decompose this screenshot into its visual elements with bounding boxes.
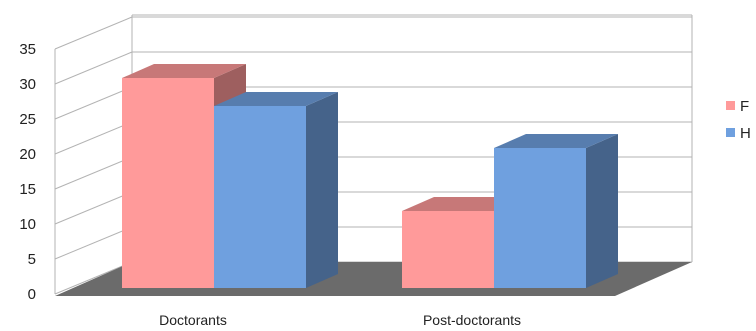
gridline-side xyxy=(54,121,133,155)
gridline-side xyxy=(54,51,133,85)
x-axis-categories: Doctorants Post-doctorants xyxy=(159,312,521,328)
bar-side xyxy=(306,92,338,288)
y-axis-ticks: 0 5 10 15 20 25 30 35 xyxy=(19,41,36,303)
bar-front xyxy=(214,106,306,288)
y-tick-label: 25 xyxy=(19,111,36,128)
y-tick-label: 20 xyxy=(19,146,36,163)
y-tick-label: 35 xyxy=(19,41,36,58)
bar-side xyxy=(586,134,618,288)
gridline-side xyxy=(54,226,133,260)
y-tick-label: 15 xyxy=(19,181,36,198)
gridline-side xyxy=(54,16,133,50)
gridline-side xyxy=(54,191,133,225)
bar-front xyxy=(122,78,214,288)
y-tick-label: 0 xyxy=(28,286,36,303)
bar-front xyxy=(402,211,494,288)
legend: F H xyxy=(726,98,751,142)
bar-h-1 xyxy=(494,134,618,288)
legend-label-h: H xyxy=(740,125,751,142)
category-label-doctorants: Doctorants xyxy=(159,312,227,328)
y-tick-label: 5 xyxy=(28,251,36,268)
legend-swatch-f xyxy=(726,101,735,110)
legend-label-f: F xyxy=(740,98,749,115)
bar-top xyxy=(122,64,246,78)
bars xyxy=(122,64,618,288)
category-label-post-doctorants: Post-doctorants xyxy=(423,312,521,328)
y-tick-label: 30 xyxy=(19,76,36,93)
bar-top xyxy=(214,92,338,106)
legend-swatch-h xyxy=(726,128,735,137)
gridline-side xyxy=(54,156,133,190)
y-tick-label: 10 xyxy=(19,216,36,233)
bar-top xyxy=(494,134,618,148)
bar-h-0 xyxy=(214,92,338,288)
gridline-side xyxy=(54,261,133,295)
bar-front xyxy=(494,148,586,288)
gridline-side xyxy=(54,86,133,120)
